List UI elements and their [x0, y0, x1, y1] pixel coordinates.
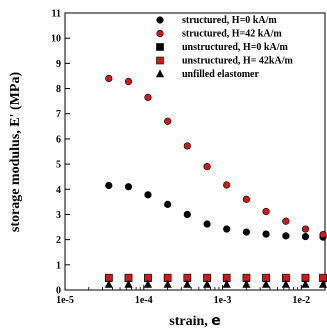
data-point	[223, 225, 231, 233]
data-point	[262, 230, 270, 238]
y-tick-label: 3	[56, 210, 61, 221]
data-point	[144, 191, 152, 199]
legend-marker	[156, 29, 164, 38]
data-point	[105, 74, 113, 83]
data-point	[105, 181, 113, 190]
data-point	[242, 195, 251, 203]
y-tick-label: 4	[56, 185, 61, 196]
data-point	[282, 232, 290, 240]
y-axis-title: storage modulus, E' (MPa)	[8, 72, 23, 233]
x-tick-label: 1e-5	[56, 295, 74, 306]
data-point	[301, 225, 310, 233]
legend-marker	[156, 43, 164, 51]
x-axis-ticks: 1e-5 1e-4 1e-3 1e-2	[56, 285, 326, 306]
legend-label: unfilled elastomer	[182, 69, 259, 80]
legend-marker	[156, 56, 164, 65]
data-point	[124, 77, 133, 86]
y-tick-label: 1	[56, 260, 61, 271]
data-point	[261, 280, 271, 288]
data-point	[223, 181, 231, 189]
data-point	[301, 280, 310, 288]
legend-label: structured, H=0 kA/m	[182, 15, 277, 26]
y-tick-label: 10	[51, 34, 61, 45]
data-point	[262, 207, 270, 216]
x-tick-label: 1e-3	[214, 295, 232, 306]
data-series	[104, 74, 327, 288]
series-square-group	[105, 274, 327, 282]
series-circle-group	[105, 181, 327, 241]
legend: structured, H=0 kA/m structured, H=42 kA/…	[155, 15, 293, 80]
data-point	[183, 280, 192, 288]
plot-frame	[64, 12, 326, 291]
y-tick-label: 9	[56, 59, 61, 70]
data-point	[242, 280, 251, 288]
legend-marker	[155, 69, 165, 78]
data-point	[203, 280, 212, 288]
data-point	[143, 280, 153, 288]
series-triangle-group	[104, 280, 327, 288]
data-point	[281, 280, 290, 288]
y-tick-label: 6	[56, 134, 61, 145]
data-point	[318, 280, 327, 288]
y-tick-label: 5	[56, 160, 61, 171]
data-point	[222, 280, 231, 288]
series-circle-group	[105, 74, 327, 239]
data-point	[164, 200, 172, 208]
legend-label: unstructured, H=0 kA/m	[182, 42, 288, 53]
data-point	[242, 228, 251, 236]
data-point	[124, 280, 133, 288]
data-point	[203, 163, 211, 171]
data-point	[183, 210, 191, 219]
data-point	[203, 220, 211, 228]
y-tick-label: 2	[56, 235, 61, 246]
data-point	[163, 280, 172, 288]
data-point	[183, 142, 191, 150]
y-tick-label: 11	[52, 9, 61, 20]
x-axis-title-symbol: e	[211, 313, 221, 329]
legend-label: unstructured, H= 42kA/m	[182, 56, 293, 67]
y-tick-label: 0	[56, 286, 61, 297]
data-point	[301, 233, 310, 241]
data-point	[124, 183, 133, 191]
x-axis-title: strain, e	[169, 313, 221, 329]
data-point	[104, 280, 113, 288]
y-tick-label: 8	[56, 84, 61, 95]
x-axis-title-text: strain,	[169, 314, 211, 329]
y-axis-ticks: 0 1 2 3 4 5 6 7 8 9 10 11	[51, 9, 70, 297]
legend-marker	[156, 16, 164, 24]
data-point	[319, 231, 327, 239]
y-tick-label: 7	[56, 109, 61, 120]
series-square-group	[105, 273, 327, 282]
x-tick-label: 1e-4	[135, 295, 153, 306]
legend-label: structured, H=42 kA/m	[182, 29, 282, 40]
data-point	[144, 93, 152, 101]
data-point	[164, 117, 172, 125]
x-tick-label: 1e-2	[292, 295, 310, 306]
data-point	[282, 217, 290, 225]
